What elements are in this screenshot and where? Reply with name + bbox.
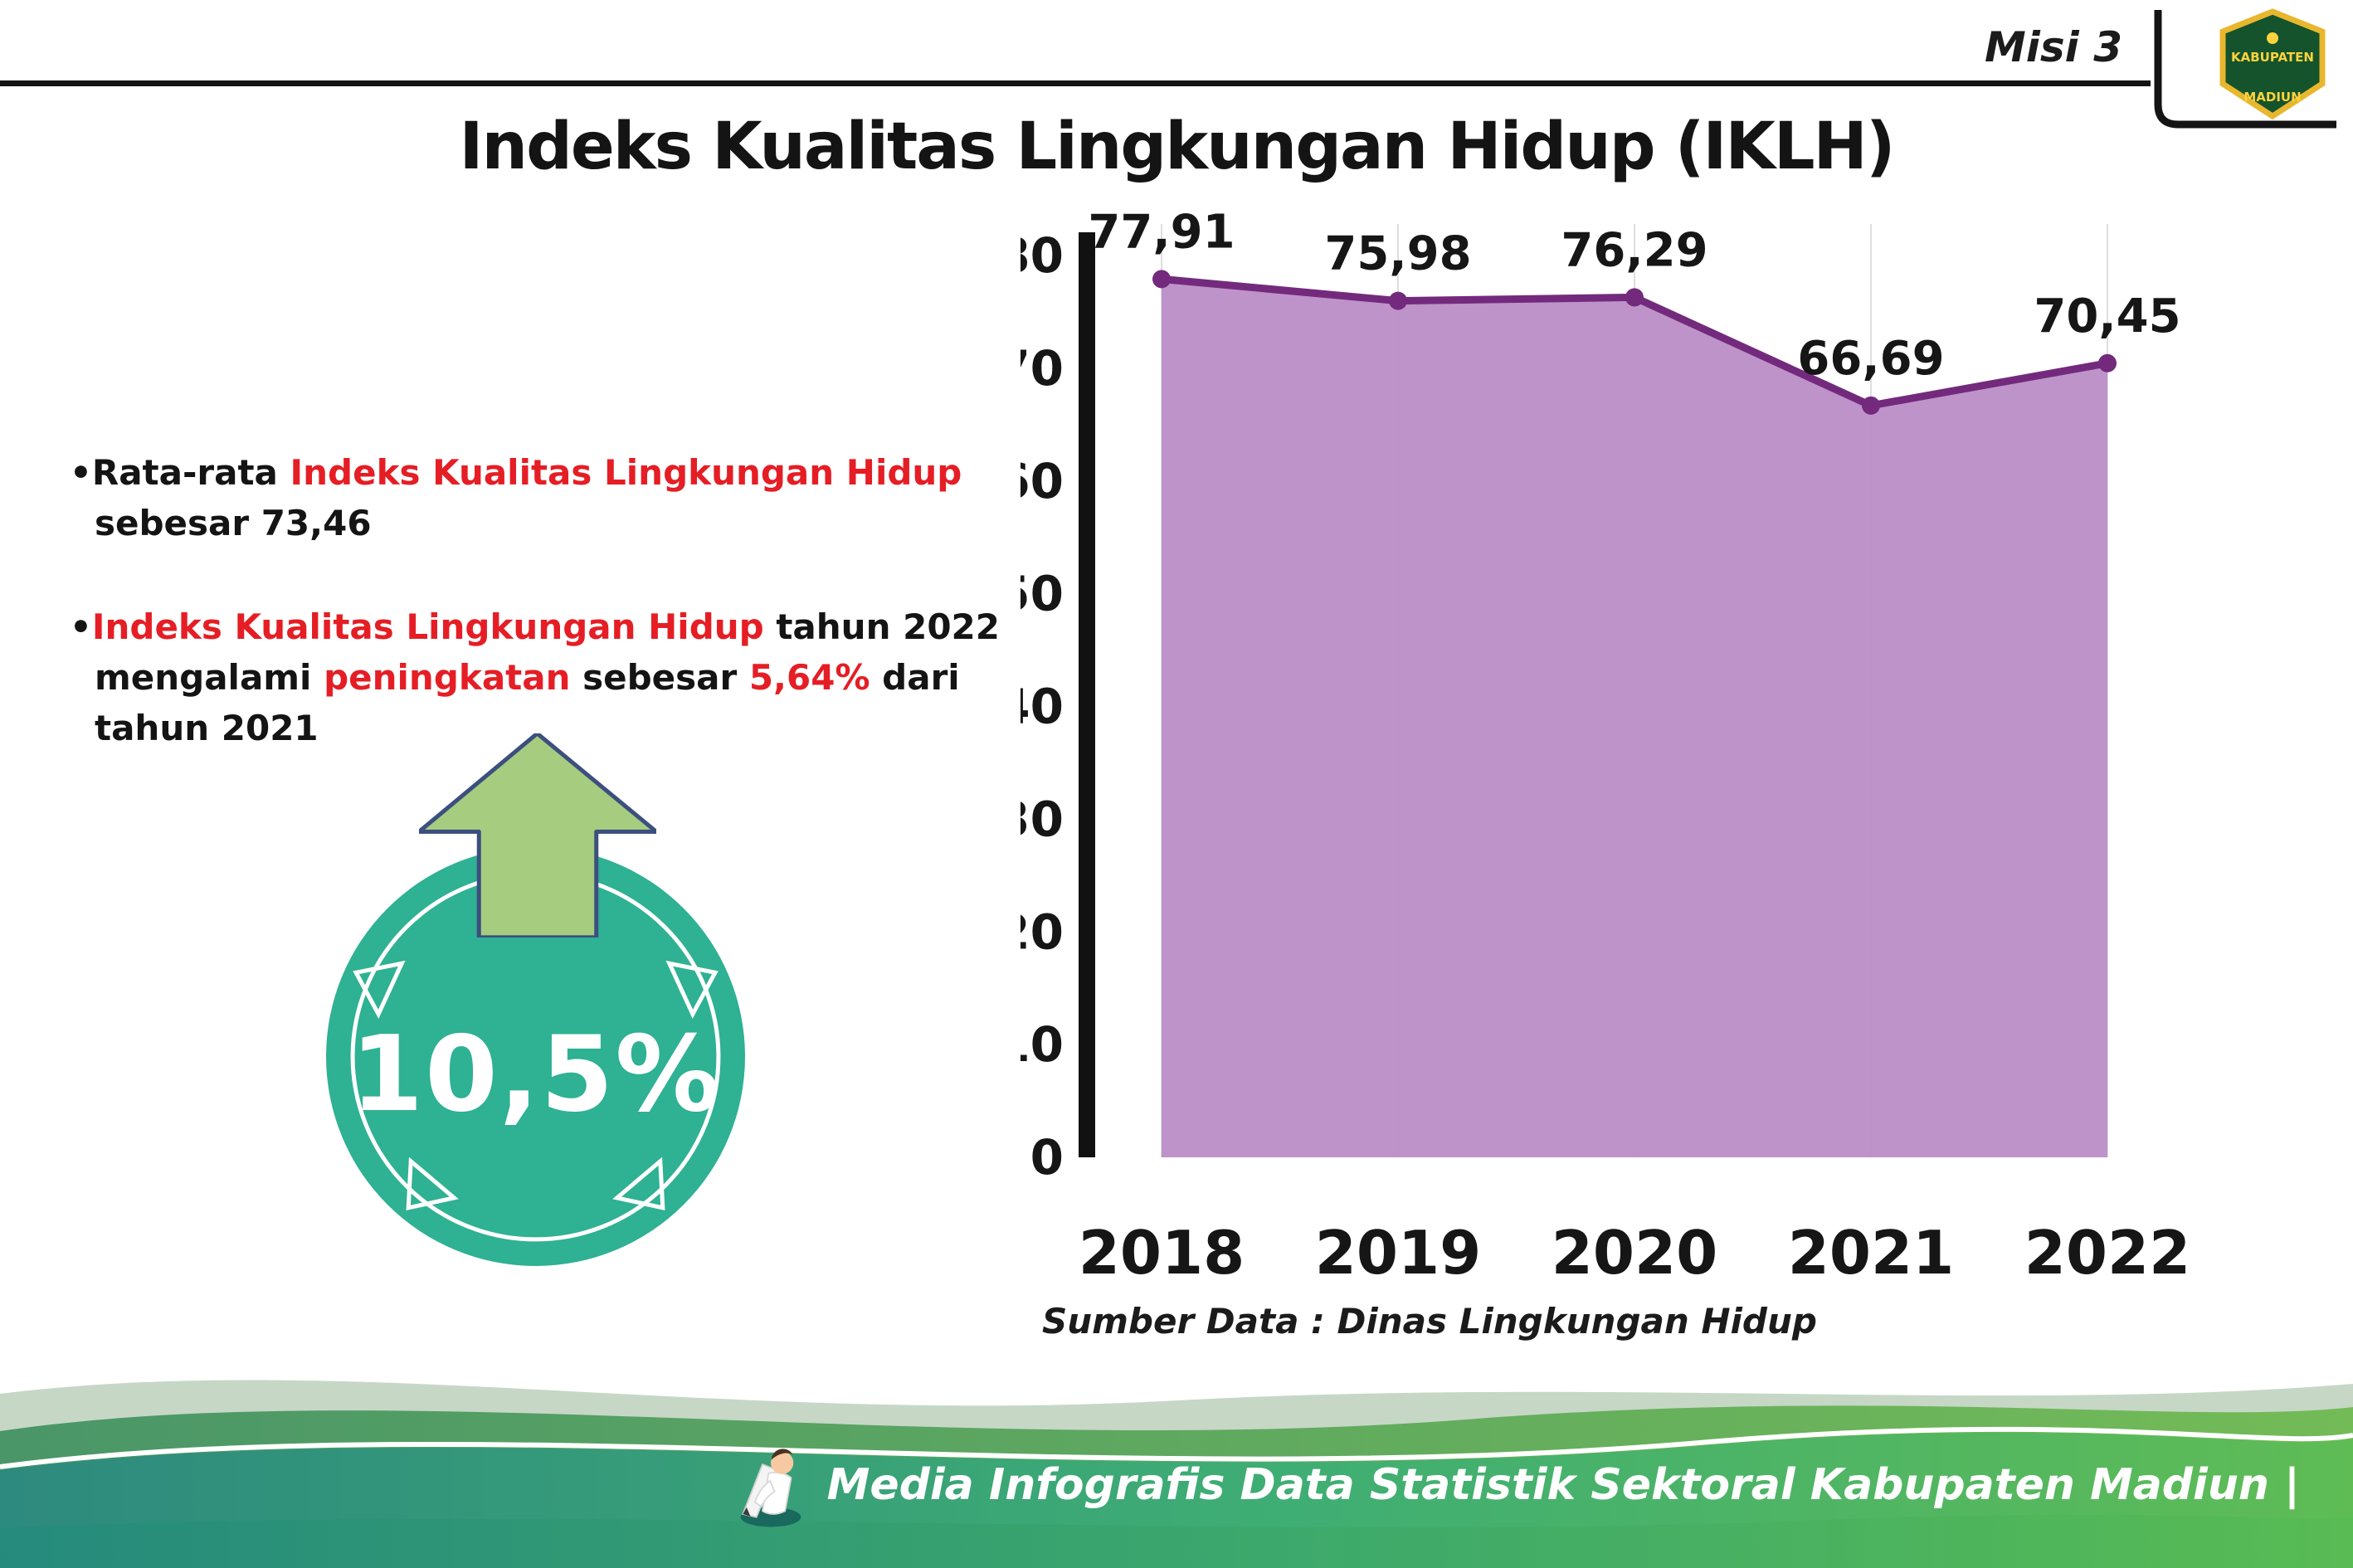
page-title: Indeks Kualitas Lingkungan Hidup (IKLH) — [459, 110, 1896, 184]
data-source-caption: Sumber Data : Dinas Lingkungan Hidup — [1042, 1301, 1817, 1342]
ring-triangle — [406, 1157, 459, 1211]
value-label: 76,29 — [1561, 223, 1708, 277]
logo-bottom-text: MADIUN — [2243, 90, 2301, 105]
kabupaten-madiun-logo: KABUPATEN MADIUN — [2154, 8, 2336, 129]
bullet-marker: • — [70, 452, 92, 493]
x-tick-label: 2021 — [1788, 1218, 1954, 1288]
footer-text: Media Infografis Data Statistik Sektoral… — [826, 1460, 2300, 1510]
y-axis — [1079, 232, 1095, 1157]
y-tick-label: 70 — [1021, 340, 1064, 397]
mascot-icon — [740, 1449, 801, 1527]
footer: Media Infografis Data Statistik Sektoral… — [0, 1336, 2353, 1568]
x-tick-label: 2018 — [1079, 1218, 1245, 1288]
mission-label: Misi 3 — [1985, 23, 2122, 71]
footer-waves — [0, 1380, 2353, 1568]
increase-badge: 10,5% — [322, 843, 750, 1271]
increase-percentage: 10,5% — [350, 1013, 722, 1135]
value-label: 77,91 — [1088, 205, 1235, 259]
y-tick-label: 40 — [1021, 679, 1064, 735]
logo-corner-frame — [2154, 10, 2336, 129]
data-point — [1862, 396, 1880, 415]
iklh-area-chart: 80 70 60 50 40 30 20 10 0 2018 2019 2020 2021 2022 77,… — [1021, 205, 2190, 1288]
y-tick-label: 80 — [1021, 227, 1064, 284]
y-tick-label: 50 — [1021, 566, 1064, 622]
data-point — [1625, 288, 1644, 307]
bullet-marker: • — [70, 606, 92, 647]
y-tick-label: 10 — [1021, 1016, 1064, 1073]
bullet-average-iklh: •Rata-rata Indeks Kualitas Lingkungan Hi… — [70, 452, 962, 543]
x-tick-label: 2022 — [2024, 1218, 2190, 1288]
y-tick-label: 20 — [1021, 903, 1064, 960]
data-point — [1152, 270, 1171, 289]
ring-triangle — [353, 960, 406, 1020]
up-arrow-icon — [419, 733, 656, 937]
y-tick-label: 0 — [1030, 1129, 1064, 1186]
logo-star — [2267, 32, 2278, 44]
value-label: 70,45 — [2034, 290, 2180, 343]
logo-shield — [2219, 8, 2326, 120]
chart-area — [1162, 279, 2107, 1157]
x-tick-label: 2020 — [1552, 1218, 1717, 1288]
bullet-increase-2022: •Indeks Kualitas Lingkungan Hidup tahun … — [70, 606, 1000, 748]
footer-brand: Media Infografis Data Statistik Sektoral… — [729, 1439, 2300, 1531]
data-point — [1389, 291, 1407, 310]
value-label: 75,98 — [1324, 227, 1471, 281]
y-tick-label: 30 — [1021, 791, 1064, 847]
data-point — [2098, 353, 2117, 373]
ring-triangle — [612, 1157, 665, 1211]
y-tick-label: 60 — [1021, 453, 1064, 509]
key-points: •Rata-rata Indeks Kualitas Lingkungan Hi… — [70, 448, 1024, 806]
value-label: 66,69 — [1797, 332, 1944, 386]
badge-circle — [326, 847, 745, 1266]
ring-triangle — [665, 960, 719, 1020]
logo-top-text: KABUPATEN — [2231, 50, 2314, 65]
header-divider-line — [0, 80, 2151, 86]
x-tick-label: 2019 — [1315, 1218, 1481, 1288]
